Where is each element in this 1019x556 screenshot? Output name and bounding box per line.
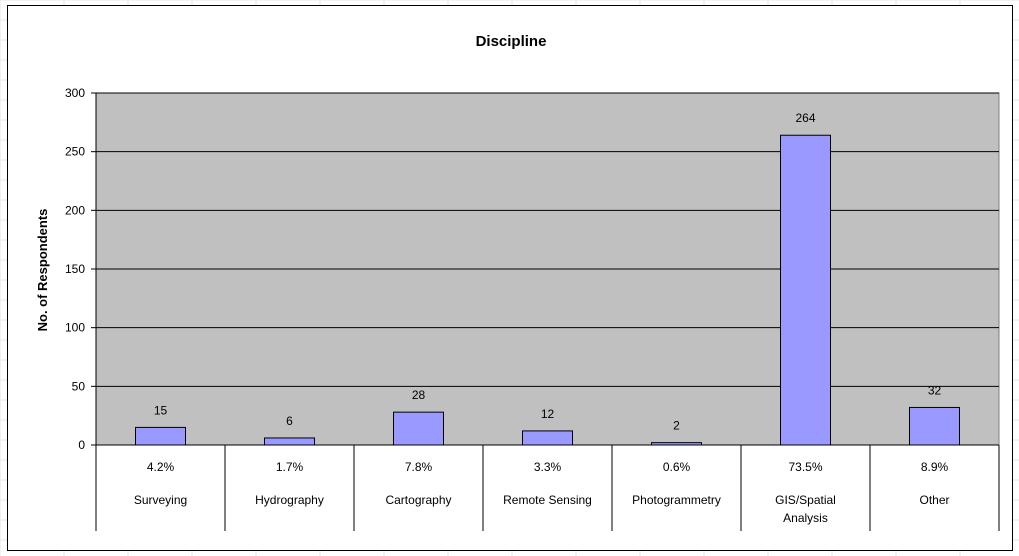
y-tick-label: 250 [65,145,85,159]
bar-value-label: 28 [412,388,426,402]
bar-value-label: 32 [928,383,942,397]
y-tick-label: 100 [65,321,85,335]
percentage-label: 4.2% [147,460,175,474]
chart-title: Discipline [476,33,547,50]
y-tick-label: 300 [65,86,85,100]
category-label: Remote Sensing [503,493,592,507]
bar [393,411,444,446]
category-label: Analysis [783,511,828,525]
category-label: Cartography [385,493,451,507]
percentage-label: 7.8% [405,460,433,474]
bar-value-label: 12 [541,407,555,421]
bar-value-label: 15 [154,403,168,417]
bar [264,437,315,446]
plot-area: 0 50 100 150 200 250 300 15 4.2% Surveying 6 1.7% Hy… [65,86,1000,531]
y-tick-label: 0 [78,438,85,452]
percentage-label: 1.7% [276,460,304,474]
percentage-label: 73.5% [788,460,822,474]
category-label: Hydrography [255,493,324,507]
bar [135,426,186,446]
percentage-label: 3.3% [534,460,562,474]
bar-value-label: 264 [795,111,815,125]
bar-value-label: 2 [673,419,680,433]
percentage-label: 8.9% [921,460,949,474]
y-axis-label: No. of Respondents [35,209,50,332]
y-tick-label: 50 [72,379,86,393]
category-label: Other [919,493,949,507]
y-tick-label: 150 [65,262,85,276]
category-label: Photogrammetry [632,493,721,507]
percentage-label: 0.6% [663,460,691,474]
y-tick-label: 200 [65,203,85,217]
bar [780,134,831,446]
category-label: Surveying [134,493,187,507]
category-label: GIS/Spatial [775,493,836,507]
bar [522,430,573,446]
bar [909,406,960,446]
bar-value-label: 6 [286,414,293,428]
